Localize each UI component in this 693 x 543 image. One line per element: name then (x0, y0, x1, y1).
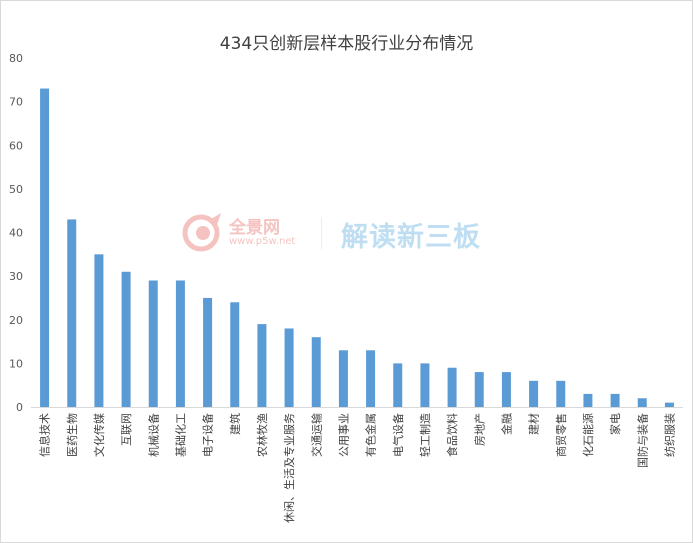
y-tick-label: 10 (9, 357, 23, 370)
chart-title: 434只创新层样本股行业分布情况 (219, 34, 474, 54)
bar (501, 372, 511, 407)
bar (284, 328, 294, 407)
x-tick-label: 农林牧渔 (255, 413, 269, 457)
bar (94, 254, 104, 407)
x-tick-label: 医药生物 (65, 413, 79, 457)
bar (311, 337, 321, 407)
bar (338, 350, 348, 407)
x-tick-label: 家电 (608, 413, 622, 435)
x-tick-label: 建材 (527, 413, 541, 435)
x-tick-label: 基础化工 (173, 413, 187, 457)
bar (67, 219, 77, 407)
y-tick-label: 50 (9, 183, 23, 196)
bar (175, 280, 185, 407)
y-tick-label: 0 (16, 401, 23, 414)
x-tick-label: 交通运输 (309, 413, 323, 457)
bar (610, 393, 620, 407)
watermark-brand: 全景网 (229, 218, 280, 238)
x-tick-label: 食品饮料 (445, 413, 459, 457)
x-tick-label: 房地产 (472, 413, 486, 446)
x-tick-label: 休闲、生活及专业服务 (282, 413, 296, 523)
x-tick-label: 轻工制造 (418, 413, 432, 457)
x-tick-label: 互联网 (120, 413, 133, 446)
y-tick-label: 20 (9, 314, 23, 327)
watermark: 全景网 www.p5w.net 解读新三板 (181, 209, 521, 259)
y-tick-label: 80 (9, 52, 23, 65)
watermark-url: www.p5w.net (229, 236, 296, 247)
x-tick-label: 国防与装备 (635, 413, 649, 468)
x-tick-label: 商贸零售 (554, 413, 568, 457)
watermark-divider (321, 217, 322, 249)
watermark-slogan: 解读新三板 (341, 222, 481, 253)
bar (556, 380, 566, 407)
x-tick-label: 机械设备 (146, 413, 160, 457)
bar (40, 88, 50, 407)
x-tick-label: 文化传媒 (92, 413, 106, 457)
bar (474, 372, 484, 407)
bar (664, 402, 674, 407)
x-tick-label: 电子设备 (201, 413, 215, 457)
x-tick-label: 纺织服装 (662, 413, 676, 457)
bar (366, 350, 376, 407)
bar (230, 302, 240, 407)
bar (257, 324, 267, 407)
bar (203, 297, 213, 407)
x-tick-label: 建筑 (228, 413, 242, 435)
bar (583, 393, 593, 407)
bar (447, 367, 457, 407)
bar (420, 363, 430, 407)
y-tick-label: 40 (9, 227, 23, 240)
bar (393, 363, 403, 407)
x-tick-label: 金融 (499, 413, 513, 435)
bar (148, 280, 158, 407)
bar (121, 271, 131, 407)
x-tick-label: 有色金属 (364, 413, 378, 457)
x-tick-label: 信息技术 (38, 413, 52, 457)
y-tick-label: 30 (9, 270, 23, 283)
y-tick-label: 60 (9, 139, 23, 152)
bar (637, 398, 647, 407)
x-tick-label: 电气设备 (391, 413, 405, 457)
x-tick-label: 化石能源 (581, 413, 595, 457)
p5w-logo-icon (182, 213, 221, 252)
bar (529, 380, 539, 407)
y-tick-label: 70 (9, 96, 23, 109)
x-tick-label: 公用事业 (337, 413, 350, 457)
